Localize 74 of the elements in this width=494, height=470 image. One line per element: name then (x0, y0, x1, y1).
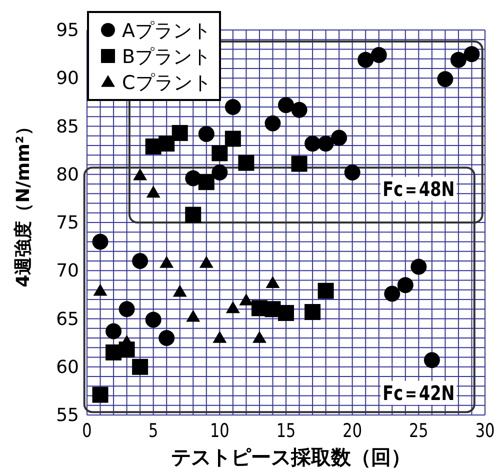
point (92, 386, 108, 403)
point (198, 174, 214, 190)
y-tick-label: 75 (56, 212, 79, 234)
point (370, 47, 387, 64)
point (226, 301, 240, 314)
point (358, 52, 374, 68)
point (318, 136, 334, 152)
point (424, 352, 440, 368)
x-tick-label: 10 (210, 420, 230, 443)
point (172, 124, 188, 141)
point (172, 284, 187, 297)
point (212, 331, 227, 343)
point (344, 164, 360, 180)
point (264, 115, 281, 132)
point (158, 136, 175, 152)
point (118, 301, 135, 318)
legend-label: Cプラント (122, 72, 212, 94)
point (450, 52, 466, 68)
point (186, 310, 200, 322)
x-tick-label: 15 (276, 420, 296, 443)
point (145, 312, 162, 328)
x-axis-title: テストピース採取数（回） (171, 445, 411, 469)
point (331, 130, 348, 146)
y-tick-label: 65 (56, 308, 79, 330)
x-tick-label: 5 (148, 420, 158, 443)
point (238, 154, 254, 171)
point (212, 145, 228, 162)
point (92, 234, 108, 250)
x-tick-label: 25 (409, 420, 428, 443)
point (199, 256, 214, 268)
point (198, 126, 214, 142)
y-tick-label: 70 (56, 260, 79, 282)
x-tick-label: 0 (82, 420, 92, 443)
point (146, 186, 160, 198)
point (304, 304, 321, 320)
point (224, 130, 241, 147)
x-tick-label: 30 (475, 420, 494, 443)
point (133, 168, 148, 180)
y-tick-label: 80 (56, 164, 79, 186)
point (224, 99, 241, 115)
point (160, 256, 174, 268)
y-tick-label: 90 (56, 68, 79, 90)
point (278, 97, 294, 114)
point (252, 331, 266, 343)
point (158, 330, 175, 346)
x-tick-label: 20 (342, 420, 362, 443)
point (106, 323, 122, 340)
point (437, 71, 454, 88)
y-tick-label: 85 (56, 116, 79, 138)
point (397, 277, 414, 294)
point (132, 358, 148, 375)
point (185, 206, 202, 223)
point (384, 286, 400, 302)
point (185, 170, 202, 186)
point (239, 293, 254, 306)
point (291, 156, 308, 172)
point (410, 258, 427, 275)
y-tick-label: 60 (56, 356, 79, 378)
point (464, 46, 480, 62)
point (291, 102, 308, 118)
point (93, 284, 108, 296)
y-tick-label: 95 (56, 20, 79, 41)
legend-label: Bプラント (122, 46, 212, 68)
point (266, 276, 280, 288)
point (132, 253, 148, 269)
y-tick-label: 55 (56, 405, 79, 426)
point (278, 304, 294, 321)
y-axis-title: 4週強度（N/mm²） (13, 118, 34, 288)
point (318, 282, 334, 299)
annotation: Fc＝48N (382, 178, 455, 202)
point (304, 136, 321, 152)
annotation: Fc＝42N (382, 382, 455, 406)
point (212, 164, 228, 180)
legend-label: Aプラント (122, 20, 211, 42)
